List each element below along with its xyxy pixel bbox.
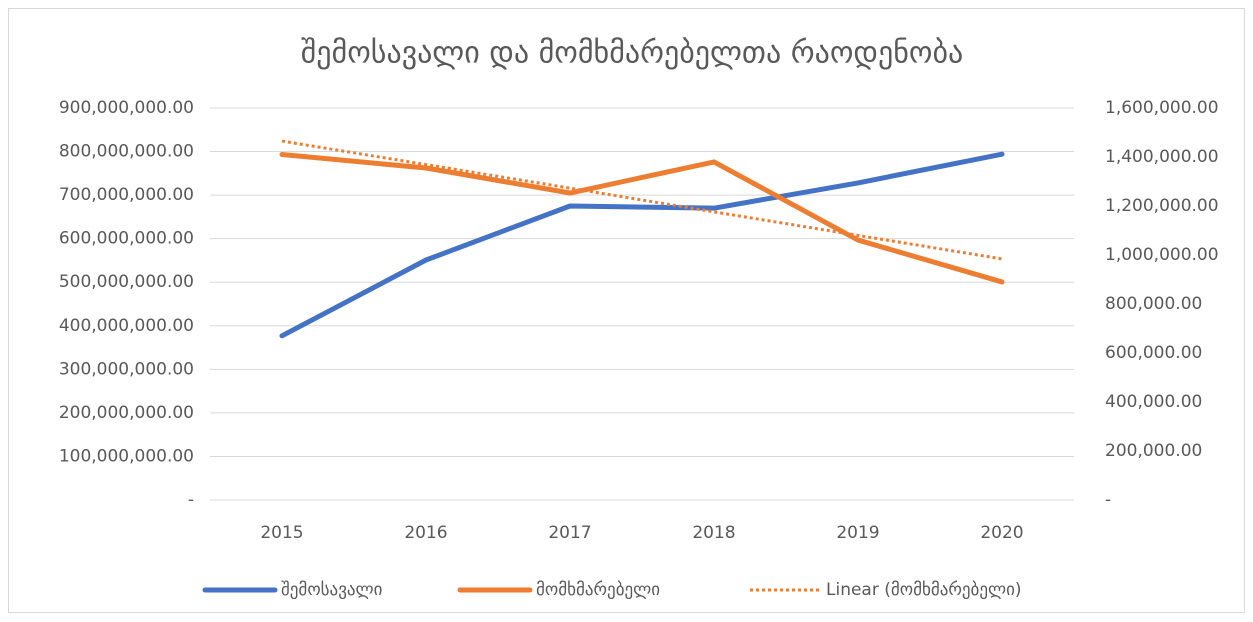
y-tick-label: - [188,490,194,510]
trend-line [281,139,1003,261]
y-tick-label: 400,000,000.00 [59,316,194,336]
series-line [279,152,1005,285]
x-tick-label: 2016 [404,523,447,543]
legend-label: მომხმარებელი [536,580,660,600]
y2-tick-label: 400,000.00 [1105,392,1202,412]
x-tick-label: 2018 [692,523,735,543]
x-tick-label: 2019 [836,523,879,543]
x-tick-label: 2015 [260,523,303,543]
y2-tick-label: 800,000.00 [1105,294,1202,314]
y-tick-label: 900,000,000.00 [59,98,194,118]
y2-tick-label: 200,000.00 [1105,441,1202,461]
legend-label: Linear (მომხმარებელი) [826,580,1022,600]
y-tick-label: 200,000,000.00 [59,403,194,423]
y-tick-label: 800,000,000.00 [59,142,194,162]
y-tick-label: 500,000,000.00 [59,272,194,292]
series-line [279,151,1005,339]
y2-tick-label: 1,400,000.00 [1105,147,1219,167]
y2-tick-label: 1,200,000.00 [1105,196,1219,216]
legend-label: შემოსავალი [281,580,382,600]
x-tick-label: 2017 [548,523,591,543]
y-tick-label: 600,000,000.00 [59,229,194,249]
y2-tick-label: 1,000,000.00 [1105,245,1219,265]
y2-tick-label: 1,600,000.00 [1105,98,1219,118]
y2-tick-label: - [1105,490,1111,510]
y-tick-label: 100,000,000.00 [59,446,194,466]
y2-tick-label: 600,000.00 [1105,343,1202,363]
chart-title: შემოსავალი და მომხმარებელთა რაოდენობა [301,36,963,71]
y-tick-label: 300,000,000.00 [59,359,194,379]
x-tick-label: 2020 [980,523,1023,543]
chart-frame [8,8,1245,613]
y-tick-label: 700,000,000.00 [59,185,194,205]
